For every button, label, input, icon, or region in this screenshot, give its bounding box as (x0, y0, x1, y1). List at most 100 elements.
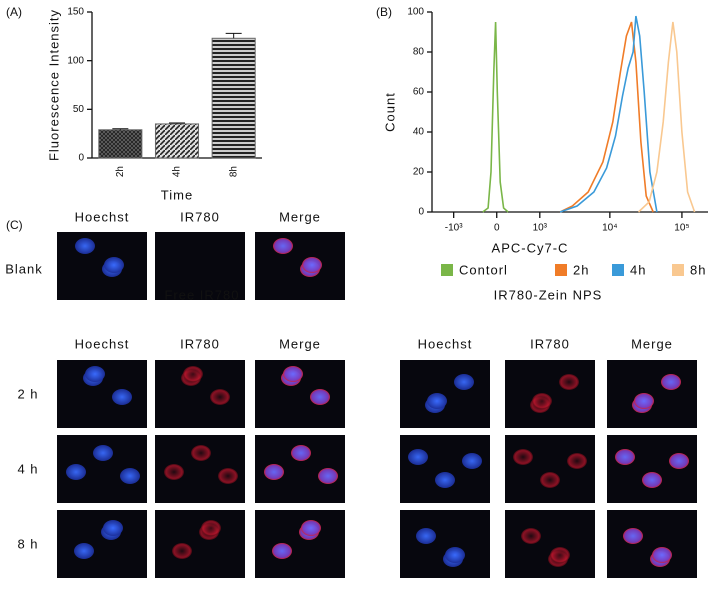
cell (301, 520, 321, 536)
cell (642, 472, 662, 488)
x-axis-label: APC-Cy7-C (492, 240, 569, 255)
y-axis-label: Fluorescence Intensity (46, 9, 61, 161)
cell (661, 374, 681, 390)
x-tick-label: 10³ (533, 223, 548, 234)
bar (98, 129, 143, 159)
cell (318, 468, 338, 484)
row-label: 2 h (17, 386, 38, 401)
cell (416, 528, 436, 544)
cell (513, 449, 533, 465)
cell (550, 547, 570, 563)
column-header: IR780 (530, 336, 570, 351)
cell (183, 366, 203, 382)
column-header: IR780 (180, 209, 220, 224)
legend-label: 4h (630, 262, 646, 277)
bar (211, 37, 256, 159)
column-header: IR780 (180, 336, 220, 351)
y-tick-label: 50 (73, 104, 85, 115)
cell (201, 520, 221, 536)
y-tick-label: 40 (413, 127, 425, 138)
x-tick-label: 2h (115, 166, 126, 177)
panel-label: (A) (6, 5, 22, 19)
cell (462, 453, 482, 469)
cell (272, 543, 292, 559)
cell (218, 468, 238, 484)
column-header: Merge (279, 336, 321, 351)
cell (302, 257, 322, 273)
x-tick-label: 8h (228, 166, 239, 177)
column-header: Hoechst (418, 336, 473, 351)
cell (164, 464, 184, 480)
row-label: 8 h (17, 536, 38, 551)
cell (85, 366, 105, 382)
cell (454, 374, 474, 390)
cell (445, 547, 465, 563)
cell (112, 389, 132, 405)
cell (104, 257, 124, 273)
row-label: Blank (5, 261, 43, 276)
cell (652, 547, 672, 563)
series-line (637, 21, 696, 213)
x-tick-label: -10³ (445, 223, 463, 234)
cell (310, 389, 330, 405)
series-line (559, 15, 658, 213)
micrograph (607, 435, 697, 503)
cell (623, 528, 643, 544)
column-header: Merge (631, 336, 673, 351)
bar (154, 123, 200, 159)
cell (75, 238, 95, 254)
micrograph (57, 232, 147, 300)
micrograph (607, 510, 697, 578)
legend-swatch (672, 264, 684, 276)
cell (669, 453, 689, 469)
cell (66, 464, 86, 480)
legend-label: 8h (690, 262, 706, 277)
x-tick-label: 0 (494, 223, 500, 234)
column-header: Hoechst (75, 209, 130, 224)
cell (408, 449, 428, 465)
y-tick-label: 100 (407, 7, 424, 18)
series-line (482, 21, 509, 213)
group-title: IR780-Zein NPS (494, 287, 603, 302)
x-axis-label: Time (161, 187, 193, 202)
cell (93, 445, 113, 461)
legend-swatch (555, 264, 567, 276)
column-header: Hoechst (75, 336, 130, 351)
cell (291, 445, 311, 461)
group-title: Free IR780 (164, 287, 239, 302)
x-tick-label: 10⁴ (602, 223, 617, 234)
cell (532, 393, 552, 409)
cell (210, 389, 230, 405)
micrograph (255, 232, 345, 300)
micrograph (505, 435, 595, 503)
micrograph (155, 510, 245, 578)
cell (521, 528, 541, 544)
cell (120, 468, 140, 484)
micrograph (400, 435, 490, 503)
cell (615, 449, 635, 465)
x-tick-label: 4h (172, 166, 183, 177)
cell (74, 543, 94, 559)
cell (540, 472, 560, 488)
micrograph (255, 510, 345, 578)
cell (634, 393, 654, 409)
legend-swatch (612, 264, 624, 276)
x-tick-label: 10⁵ (674, 223, 689, 234)
y-tick-label: 0 (418, 207, 424, 218)
column-header: Merge (279, 209, 321, 224)
row-label: 4 h (17, 461, 38, 476)
legend-label: 2h (573, 262, 589, 277)
cell (264, 464, 284, 480)
y-tick-label: 100 (67, 55, 84, 66)
y-tick-label: 150 (67, 7, 84, 18)
series-line (559, 21, 654, 213)
micrograph (400, 510, 490, 578)
cell (435, 472, 455, 488)
cell (559, 374, 579, 390)
micrograph (400, 360, 490, 428)
cell (103, 520, 123, 536)
micrograph (505, 360, 595, 428)
y-tick-label: 0 (78, 153, 84, 164)
y-tick-label: 80 (413, 47, 425, 58)
